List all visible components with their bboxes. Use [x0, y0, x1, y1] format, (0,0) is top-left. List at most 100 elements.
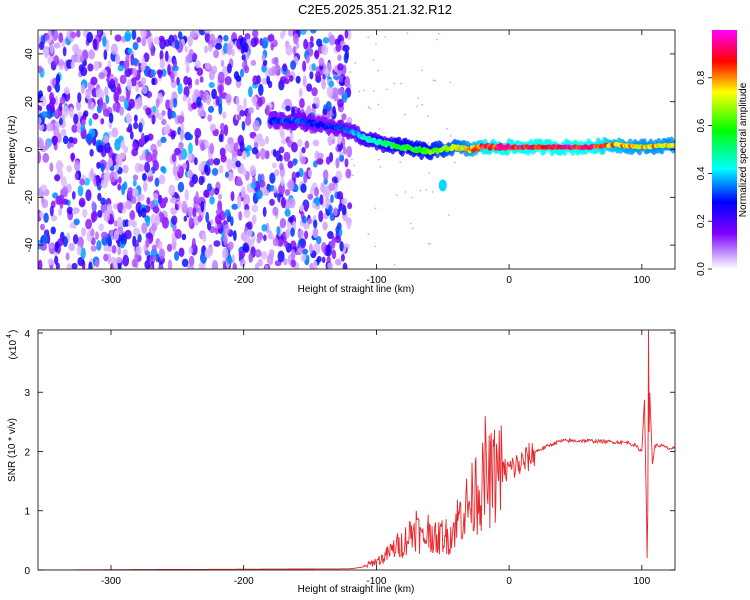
noise-mark — [288, 197, 296, 209]
noise-mark — [113, 229, 119, 241]
noise-mark — [223, 234, 228, 246]
noise-mark — [226, 43, 233, 56]
noise-mark — [102, 135, 110, 144]
noise-mark — [38, 151, 42, 164]
noise-mark — [98, 72, 105, 80]
noise-mark — [226, 63, 232, 74]
noise-mark — [103, 108, 111, 117]
noise-mark — [194, 127, 202, 139]
noise-mark — [224, 171, 229, 178]
noise-mark — [203, 139, 210, 149]
noise-mark — [83, 110, 89, 118]
noise-mark — [116, 202, 124, 211]
noise-mark — [44, 139, 50, 151]
noise-mark — [258, 83, 264, 96]
spectrogram-xlabel: Height of straight line (km) — [298, 284, 415, 295]
noise-mark — [300, 253, 307, 262]
noise-mark — [273, 169, 280, 177]
noise-mark — [131, 187, 139, 199]
noise-mark — [75, 30, 81, 38]
noise-mark — [241, 150, 247, 160]
noise-mark — [126, 114, 133, 125]
noise-mark — [400, 82, 402, 85]
noise-mark — [40, 95, 47, 107]
noise-mark — [256, 236, 262, 244]
noise-mark — [58, 208, 63, 216]
noise-mark — [60, 176, 67, 188]
noise-mark — [107, 157, 113, 168]
colorbar-tick-label: 0.4 — [696, 166, 707, 180]
snr-ytick-label: 3 — [24, 388, 30, 399]
noise-mark — [271, 65, 276, 77]
noise-mark — [139, 154, 144, 161]
noise-mark — [306, 83, 313, 92]
noise-mark — [174, 203, 179, 211]
noise-mark — [54, 95, 59, 106]
noise-mark — [77, 185, 84, 197]
noise-mark — [411, 196, 413, 199]
noise-mark — [241, 54, 246, 61]
noise-mark — [226, 257, 233, 265]
noise-mark — [80, 247, 86, 260]
noise-mark — [335, 43, 342, 53]
noise-mark — [242, 242, 250, 253]
noise-mark — [354, 62, 357, 64]
noise-mark — [230, 216, 234, 227]
noise-mark — [105, 94, 110, 105]
noise-mark — [116, 216, 123, 228]
noise-mark — [311, 87, 318, 97]
noise-mark — [321, 242, 327, 253]
noise-mark — [79, 54, 84, 63]
noise-mark — [211, 168, 219, 176]
noise-mark — [47, 56, 53, 65]
noise-mark — [122, 164, 129, 174]
noise-mark — [235, 160, 241, 168]
noise-mark — [241, 120, 246, 131]
noise-mark — [161, 109, 166, 116]
noise-mark — [191, 103, 198, 110]
noise-mark — [290, 248, 296, 260]
noise-mark — [292, 33, 299, 45]
noise-mark — [172, 164, 178, 177]
noise-mark — [141, 36, 147, 47]
noise-mark — [66, 263, 72, 269]
noise-mark — [316, 158, 324, 165]
noise-mark — [301, 215, 307, 224]
noise-mark — [239, 258, 246, 268]
noise-mark — [206, 221, 212, 231]
noise-mark — [53, 126, 60, 138]
noise-mark — [69, 222, 76, 229]
snr-panel: -300 -200 -100 0 100 0 1 2 3 4 Height of straigh… — [6, 329, 676, 595]
noise-mark — [278, 146, 285, 154]
noise-mark — [42, 45, 50, 57]
noise-mark — [349, 71, 351, 73]
noise-mark — [258, 138, 266, 147]
noise-mark — [129, 210, 136, 221]
noise-mark — [257, 259, 263, 267]
noise-mark — [163, 125, 170, 135]
noise-mark — [251, 214, 257, 225]
noise-mark — [233, 142, 239, 153]
noise-mark — [250, 59, 257, 66]
noise-mark — [103, 171, 111, 183]
noise-mark — [404, 113, 406, 116]
noise-mark — [111, 152, 116, 164]
noise-mark — [170, 130, 176, 140]
noise-mark — [307, 193, 314, 200]
noise-mark — [254, 249, 262, 258]
noise-mark — [188, 142, 193, 155]
noise-mark — [81, 227, 86, 237]
noise-mark — [138, 122, 143, 133]
noise-mark — [187, 151, 192, 163]
noise-mark — [82, 208, 88, 218]
noise-mark — [205, 211, 210, 223]
noise-mark — [81, 119, 86, 126]
noise-mark — [62, 46, 67, 57]
noise-mark — [265, 105, 270, 116]
noise-mark — [327, 262, 333, 269]
noise-mark — [292, 45, 297, 56]
noise-mark — [160, 136, 167, 144]
noise-mark — [277, 183, 286, 195]
noise-mark — [126, 79, 132, 91]
noise-mark — [243, 97, 247, 110]
